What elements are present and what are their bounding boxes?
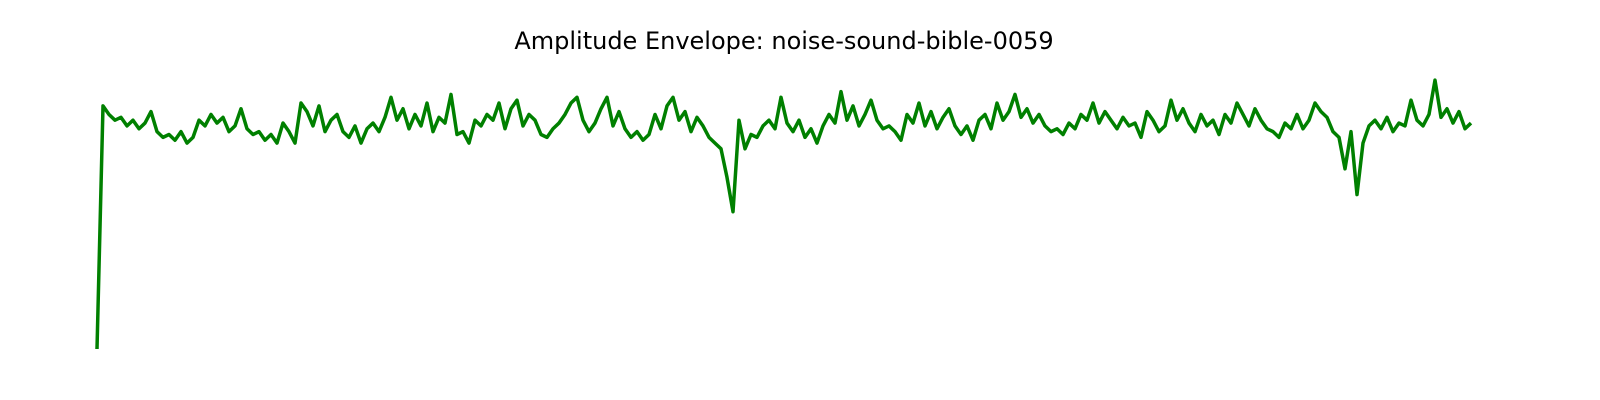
chart-title: Amplitude Envelope: noise-sound-bible-00… xyxy=(514,27,1053,55)
envelope-line xyxy=(95,78,1473,350)
